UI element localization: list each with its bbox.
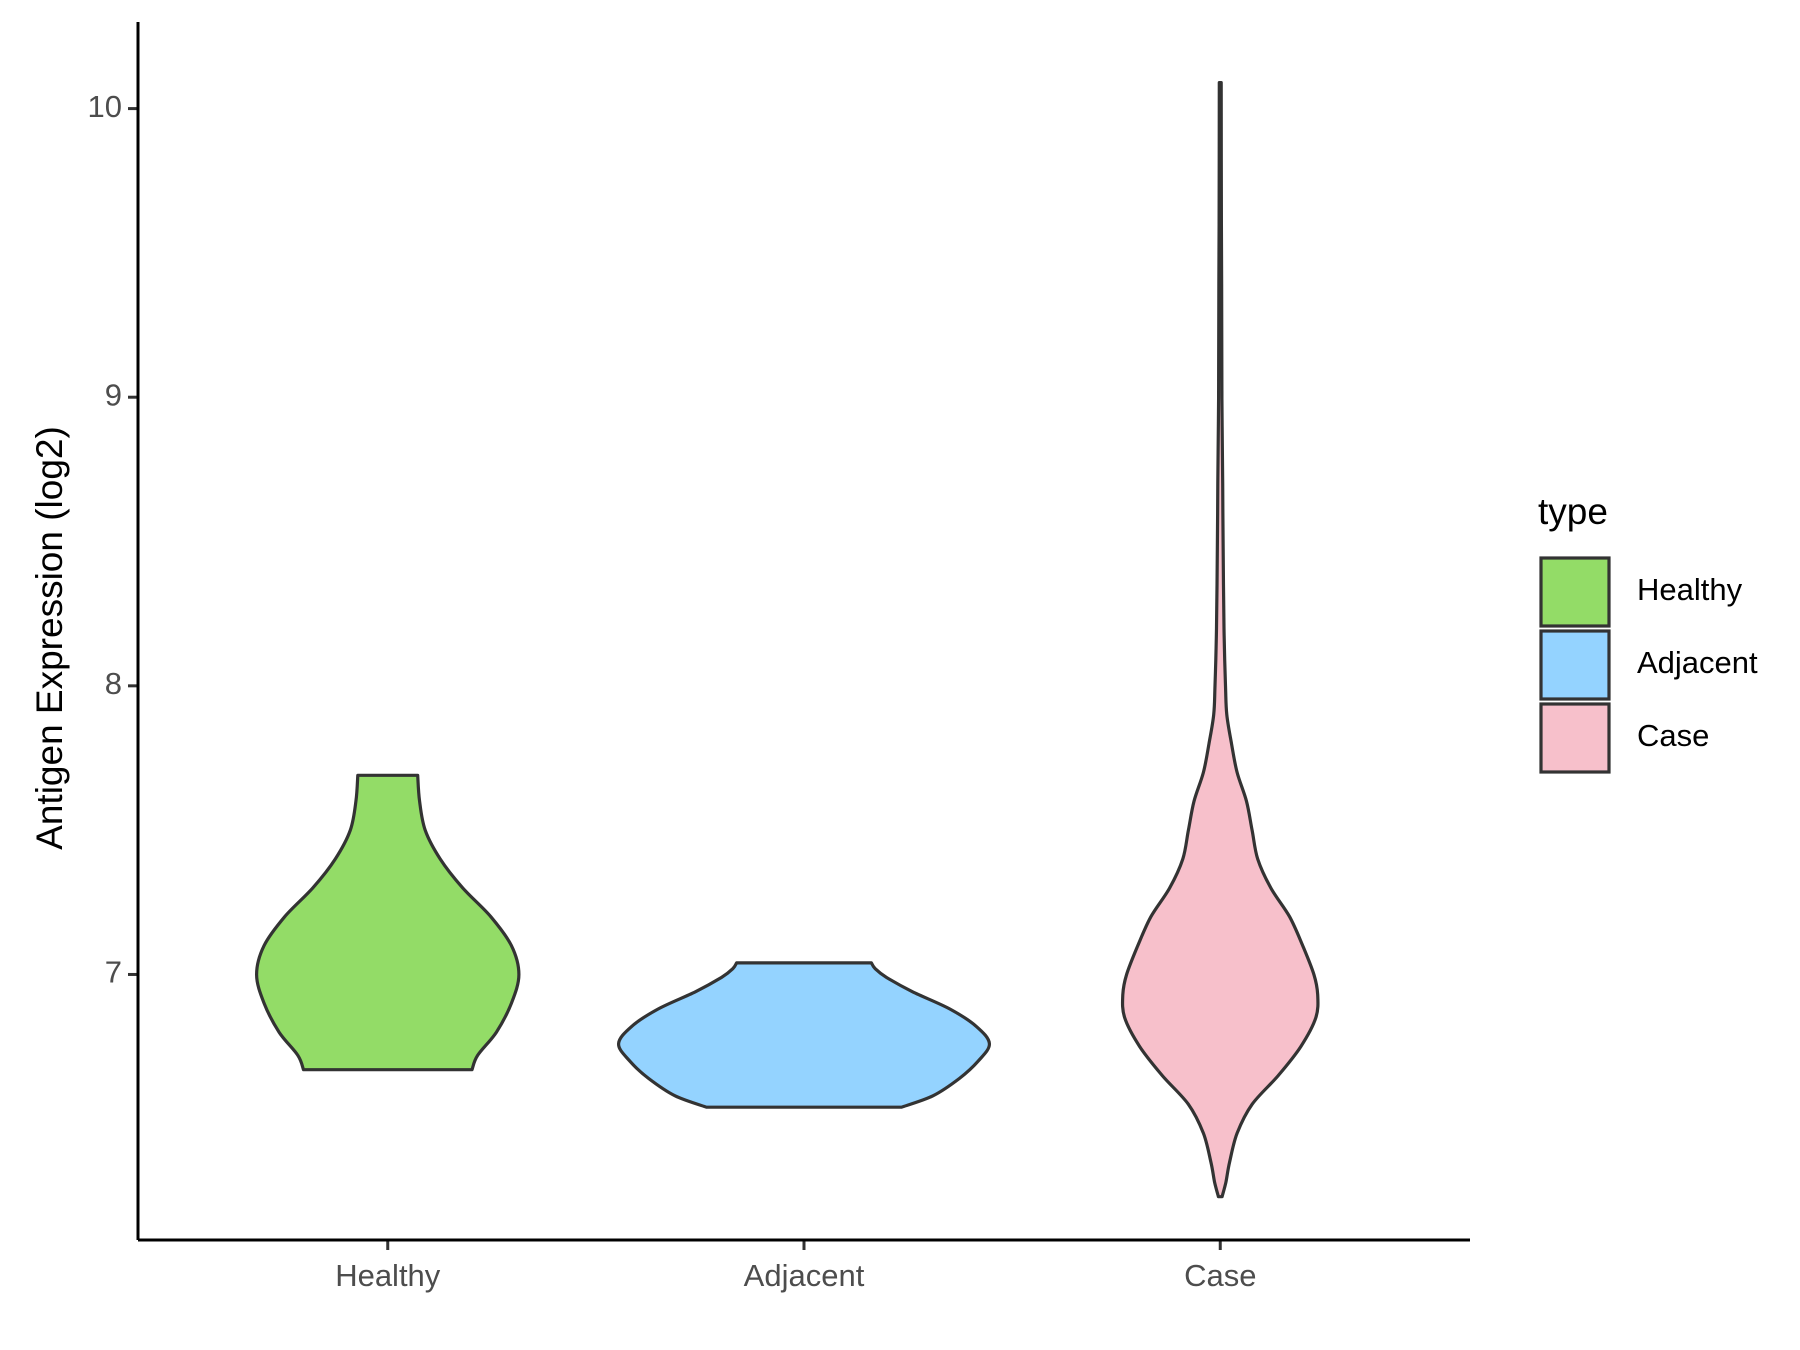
x-tick-label: Adjacent	[744, 1258, 865, 1293]
legend-label-healthy: Healthy	[1637, 572, 1743, 607]
x-tick-label: Healthy	[335, 1258, 441, 1293]
legend: type Healthy Adjacent Case	[1538, 491, 1758, 774]
legend-swatch-healthy	[1539, 556, 1611, 628]
x-tick-label: Case	[1184, 1258, 1256, 1293]
y-tick-label: 9	[105, 377, 122, 412]
legend-label-case: Case	[1637, 718, 1709, 753]
y-axis-ticks: 7 8 9 10	[88, 89, 138, 990]
legend-label-adjacent: Adjacent	[1637, 645, 1758, 680]
y-axis-title: Antigen Expression (log2)	[29, 426, 70, 850]
violin-layer	[255, 81, 1320, 1199]
x-axis-ticks: Healthy Adjacent Case	[335, 1240, 1256, 1293]
y-tick-label: 8	[105, 666, 122, 701]
y-tick-label: 7	[105, 955, 122, 990]
legend-swatch-adjacent	[1539, 629, 1611, 701]
legend-swatch-case	[1539, 702, 1611, 774]
violin-case	[1120, 81, 1320, 1199]
legend-title: type	[1538, 491, 1608, 532]
y-tick-label: 10	[88, 89, 122, 124]
violin-adjacent	[617, 961, 991, 1109]
violin-healthy	[255, 773, 521, 1072]
